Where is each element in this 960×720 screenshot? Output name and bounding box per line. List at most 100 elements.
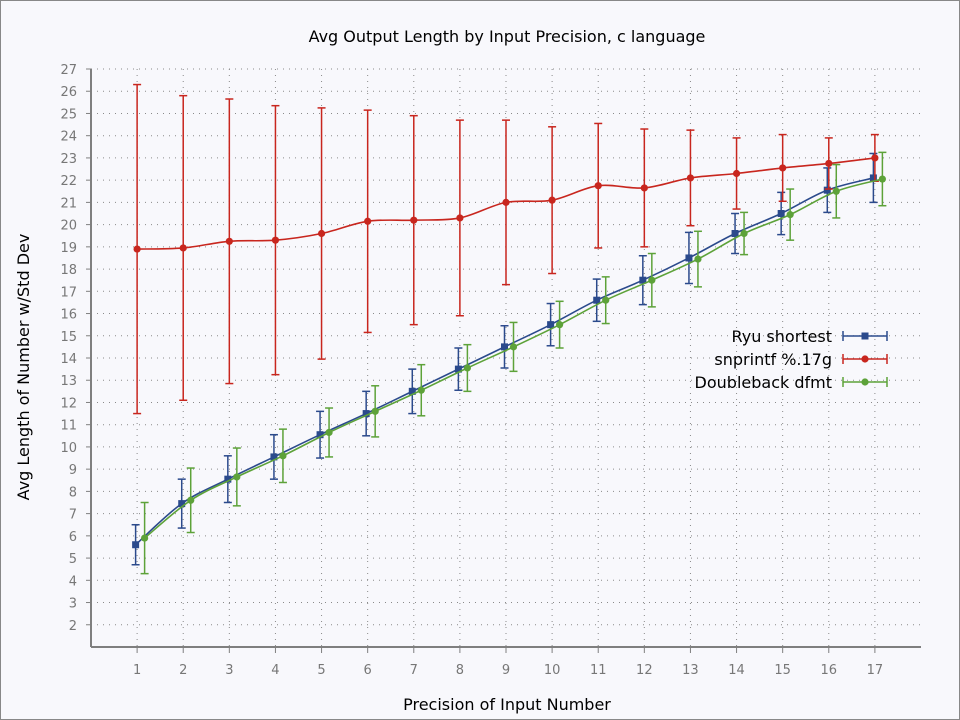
y-tick-label: 18	[60, 263, 77, 278]
data-point	[410, 216, 418, 224]
y-tick-label: 21	[60, 196, 77, 211]
y-tick-label: 19	[60, 241, 77, 256]
x-tick-label: 9	[502, 663, 510, 678]
y-tick-label: 12	[60, 396, 77, 411]
chart-title: Avg Output Length by Input Precision, c …	[309, 27, 706, 46]
x-tick-label: 4	[271, 663, 279, 678]
data-point	[225, 237, 233, 245]
x-tick-label: 13	[682, 663, 699, 678]
data-point	[640, 184, 648, 192]
y-tick-label: 2	[69, 619, 77, 634]
series-layer	[131, 83, 887, 575]
data-point	[271, 236, 280, 244]
data-point	[556, 321, 564, 329]
data-point	[547, 321, 555, 329]
data-point	[732, 169, 741, 178]
x-tick-label: 8	[456, 663, 464, 678]
data-point	[371, 407, 379, 415]
legend-label: Doubleback dfmt	[695, 373, 832, 392]
x-tick-label: 14	[728, 663, 745, 678]
legend-label: snprintf %.17g	[714, 350, 832, 369]
y-tick-label: 17	[60, 285, 77, 300]
x-tick-label: 10	[544, 663, 561, 678]
x-tick-label: 2	[179, 663, 187, 678]
y-tick-label: 7	[69, 508, 77, 523]
y-tick-label: 26	[60, 85, 77, 100]
data-point	[233, 473, 241, 481]
data-point	[871, 154, 879, 162]
x-tick-label: 6	[364, 663, 372, 678]
data-point	[270, 453, 278, 461]
data-point	[878, 175, 886, 183]
data-point	[832, 187, 840, 195]
y-tick-label: 3	[69, 597, 77, 612]
data-point	[178, 500, 186, 508]
data-point	[779, 164, 787, 172]
data-point	[740, 229, 748, 238]
legend-label: Ryu shortest	[731, 327, 832, 346]
data-point	[594, 182, 602, 190]
legend-marker	[861, 355, 869, 363]
x-tick-label: 1	[133, 663, 141, 678]
data-point	[133, 245, 141, 253]
y-axis-label: Avg Length of Number w/Std Dev	[14, 234, 33, 501]
x-tick-label: 16	[821, 663, 838, 678]
data-point	[463, 364, 471, 372]
data-point	[731, 230, 739, 238]
data-point	[639, 276, 647, 284]
data-point	[593, 296, 601, 304]
y-tick-label: 14	[60, 352, 77, 367]
x-axis-label: Precision of Input Number	[403, 695, 611, 714]
data-point	[456, 214, 464, 222]
y-tick-label: 4	[69, 574, 77, 589]
data-point	[602, 296, 610, 304]
data-point	[869, 174, 877, 182]
data-point	[502, 198, 510, 206]
legend-marker	[861, 378, 869, 386]
data-point	[417, 386, 425, 394]
y-tick-label: 6	[69, 530, 77, 545]
series-doubleback-dfmt	[140, 151, 887, 575]
data-point	[786, 211, 794, 219]
y-tick-label: 10	[60, 441, 77, 456]
y-tick-label: 16	[60, 308, 77, 323]
y-tick-label: 27	[60, 63, 77, 78]
data-point	[179, 244, 187, 252]
legend-marker	[861, 332, 869, 340]
data-point	[364, 217, 372, 225]
y-tick-label: 22	[60, 174, 77, 189]
y-tick-label: 13	[60, 374, 77, 389]
y-tick-label: 8	[69, 485, 77, 500]
data-point	[777, 210, 785, 217]
data-point	[694, 255, 702, 263]
data-point	[648, 276, 656, 284]
data-point	[501, 343, 508, 351]
y-tick-label: 5	[69, 552, 77, 567]
data-point	[408, 387, 416, 395]
data-point	[224, 475, 232, 483]
data-point	[317, 229, 326, 238]
data-point	[141, 534, 149, 542]
data-point	[454, 365, 462, 373]
x-tick-label: 12	[636, 663, 653, 678]
x-tick-label: 15	[774, 663, 791, 678]
data-point	[686, 174, 695, 182]
axes-layer: 2345678910111213141516171819202122232425…	[60, 63, 921, 678]
legend: Ryu shortest snprintf %.17g Doubleback dfm…	[695, 327, 888, 392]
data-point	[823, 186, 831, 194]
x-tick-label: 3	[225, 663, 233, 678]
y-tick-label: 9	[69, 463, 77, 478]
y-tick-label: 11	[60, 419, 77, 434]
x-tick-label: 11	[590, 663, 607, 678]
data-point	[279, 452, 287, 460]
data-point	[685, 254, 693, 262]
data-point	[132, 541, 140, 549]
data-point	[509, 343, 518, 351]
y-tick-label: 25	[60, 107, 77, 122]
series-snprintf-17g	[133, 83, 879, 415]
data-point	[325, 428, 333, 437]
series-ryu-shortest	[131, 152, 878, 566]
x-tick-label: 5	[317, 663, 325, 678]
